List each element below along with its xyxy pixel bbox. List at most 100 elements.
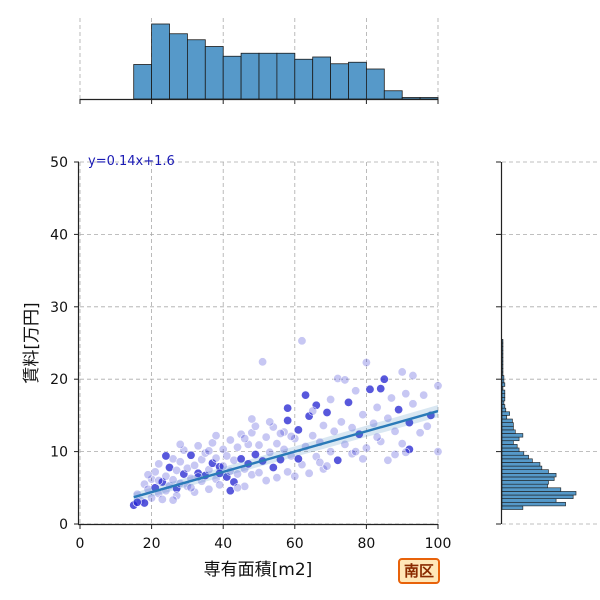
scatter-point [132,497,142,507]
scatter-point [236,454,246,464]
scatter-point [311,452,321,462]
scatter-point [369,418,379,428]
scatter-point [193,441,203,451]
scatter-point [233,442,243,452]
right-histogram-bar [501,469,549,474]
right-histogram-bar [501,407,507,413]
scatter-point [272,473,282,483]
right-histogram-bar [501,487,562,492]
right-histogram [496,161,600,525]
right-histogram-bar [501,505,524,510]
scatter-point [261,432,271,442]
scatter-panel: 0 20 40 60 80 100 0 10 20 30 40 50 y=0.14x+1.6 専有面積… [22,154,451,580]
scatter-point [222,451,232,461]
scatter-point [372,432,382,442]
scatter-point [147,493,157,503]
right-histogram-bar [501,378,505,384]
scatter-point [340,439,350,449]
scatter-point [308,431,318,441]
scatter-point [404,444,414,454]
right-histogram-bar [501,451,525,456]
right-histogram-bar [501,368,504,373]
scatter-point [315,457,325,467]
y-tick-label: 40 [50,227,68,243]
right-histogram-bar [501,480,549,485]
scatter-point [386,393,396,403]
x-tick-label: 80 [357,536,375,552]
district-badge: 南区 [398,558,441,584]
scatter-point [383,455,393,465]
scatter-point [326,447,336,457]
scatter-point [283,415,293,425]
top-histogram-bar [401,97,421,100]
scatter-point [168,475,178,485]
scatter-point [318,421,328,431]
scatter-point [279,427,289,437]
scatter-point [361,443,371,453]
top-histogram-bar [169,33,188,100]
scatter-point [207,458,217,468]
scatter-point [401,389,411,399]
scatter-point [268,463,278,473]
top-histogram-bar [133,64,152,100]
scatter-point [286,431,296,441]
right-histogram-bar [501,400,505,405]
scatter-point [275,428,285,438]
scatter-point [186,483,196,493]
scatter-point [340,375,350,385]
right-histogram-bar [501,389,506,394]
y-tick-label: 10 [50,445,68,461]
scatter-point [211,431,221,441]
scatter-point [333,455,343,465]
scatter-point [390,449,400,459]
top-histogram [79,18,439,104]
scatter-point [422,421,432,431]
top-histogram-bar [222,55,242,100]
scatter-point [175,457,185,467]
right-histogram-bar [501,353,504,358]
scatter-point [358,410,368,420]
scatter-point [365,384,375,394]
scatter-point [186,450,196,460]
x-tick-label: 0 [76,536,85,552]
scatter-point [268,422,278,432]
scatter-point [397,367,407,377]
scatter-point [211,453,221,463]
top-histogram-bar [258,52,278,100]
scatter-point [415,428,425,438]
scatter-point [311,400,321,410]
scatter-point [265,447,275,457]
y-tick-label: 50 [50,155,68,171]
top-histogram-bar [365,68,385,100]
scatter-point [218,461,228,471]
right-histogram-bar [501,418,513,423]
regression-line [133,409,439,499]
scatter-point [143,470,153,480]
scatter-point [361,358,371,368]
scatter-point [293,425,303,435]
right-histogram-bar [501,411,510,416]
top-histogram-bar [312,56,332,100]
scatter-point [190,460,200,470]
scatter-point [343,397,353,407]
scatter-point [247,470,257,480]
scatter-point [283,467,293,477]
top-histogram-bar [186,39,206,100]
scatter-point [347,423,357,433]
scatter-point [265,417,275,427]
scatter-point [408,371,418,381]
scatter-point [433,381,443,391]
y-tick-label: 30 [50,300,68,316]
scatter-point [258,357,268,367]
right-histogram-bar [501,447,520,452]
right-histogram-bar [501,342,504,347]
scatter-point [297,336,307,346]
scatter-point [433,447,443,457]
right-histogram-bar [501,396,506,402]
scatter-point [161,451,171,461]
right-histogram-bar [501,440,514,445]
regression-equation: y=0.14x+1.6 [88,154,175,169]
right-histogram-bar [501,454,529,460]
scatter-point [250,421,260,431]
scatter-point [254,468,264,478]
